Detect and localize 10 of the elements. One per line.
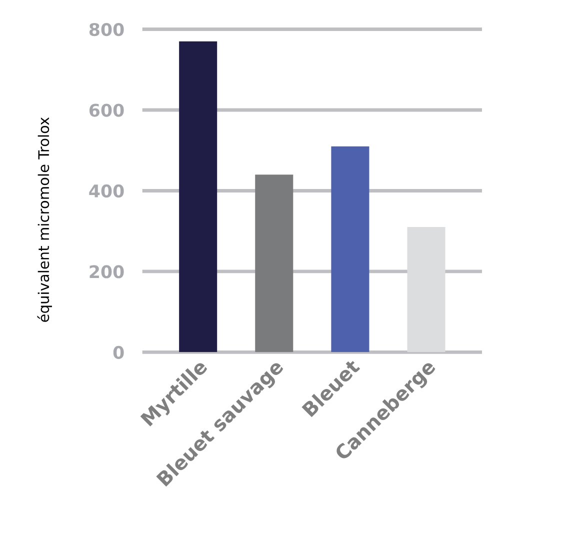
y-axis-title: équivalent micromole Trolox (37, 117, 52, 322)
bar (407, 227, 446, 352)
y-tick-label: 600 (89, 104, 124, 117)
bar (331, 146, 370, 352)
y-tick-label: 800 (89, 22, 124, 36)
y-tick-label: 0 (113, 346, 124, 360)
y-tick-label: 400 (89, 184, 124, 198)
bar (179, 41, 218, 352)
bar (255, 174, 294, 352)
y-tick-label: 200 (90, 265, 124, 278)
